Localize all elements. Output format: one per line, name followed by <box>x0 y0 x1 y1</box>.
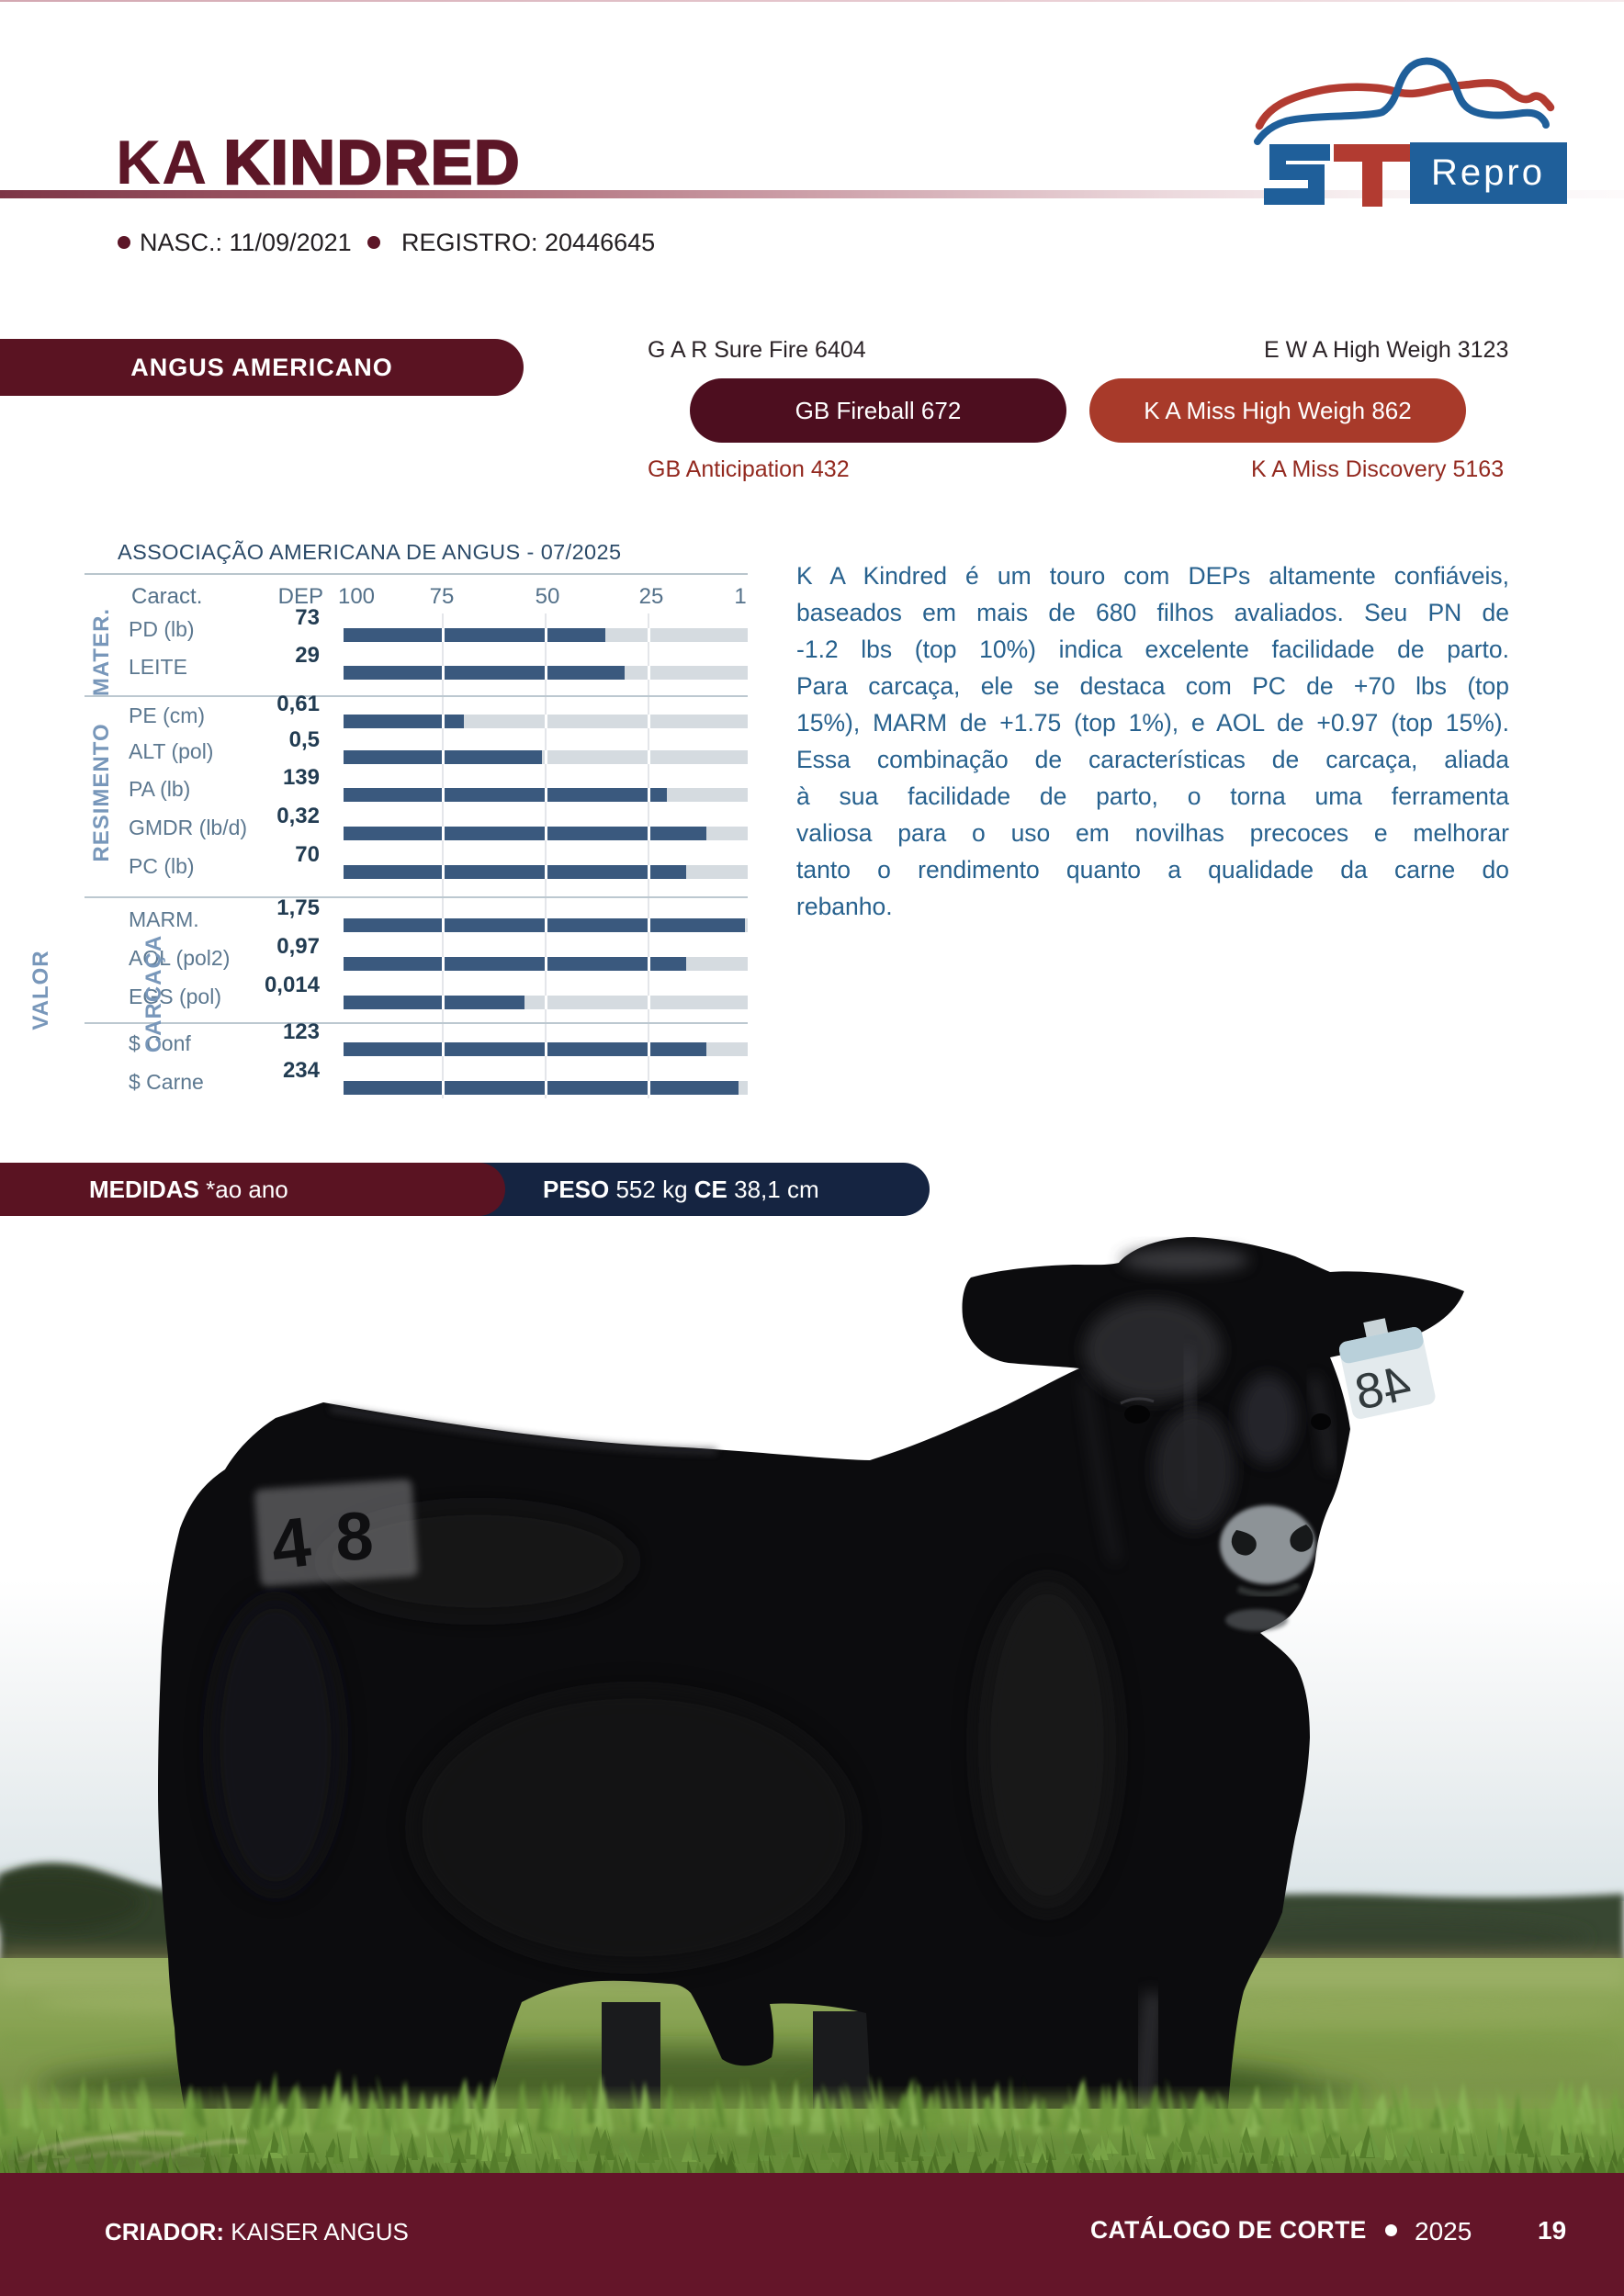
svg-text:48: 48 <box>1350 1356 1415 1421</box>
svg-text:Repro: Repro <box>1431 152 1545 193</box>
svg-text:4: 4 <box>267 1503 315 1585</box>
svg-text:8: 8 <box>334 1497 375 1574</box>
